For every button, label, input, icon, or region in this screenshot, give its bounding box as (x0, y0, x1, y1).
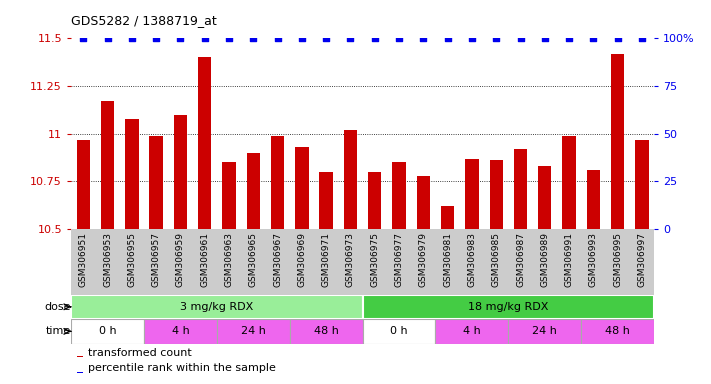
Bar (441, 206, 454, 229)
Bar (562, 136, 576, 229)
Bar (465, 159, 479, 229)
Point (175, 35, 186, 41)
Text: GSM306997: GSM306997 (638, 232, 646, 288)
Bar (271, 136, 284, 229)
Point (321, 35, 332, 41)
Text: 24 h: 24 h (533, 326, 557, 336)
Text: transformed count: transformed count (88, 348, 192, 358)
Bar (77, 356, 82, 358)
Text: GDS5282 / 1388719_at: GDS5282 / 1388719_at (71, 14, 217, 27)
Bar (508, 319, 581, 344)
Text: GSM306981: GSM306981 (443, 232, 452, 288)
Point (102, 35, 113, 41)
Text: GSM306983: GSM306983 (467, 232, 476, 288)
Text: 0 h: 0 h (99, 326, 117, 336)
Point (77, 35, 89, 41)
Text: GSM306953: GSM306953 (103, 232, 112, 288)
Bar (363, 319, 435, 344)
Point (588, 35, 599, 41)
Point (296, 35, 308, 41)
Text: GSM306973: GSM306973 (346, 232, 355, 288)
Bar (514, 149, 527, 229)
Point (636, 35, 648, 41)
Text: 3 mg/kg RDX: 3 mg/kg RDX (180, 302, 254, 312)
Text: dose: dose (44, 302, 70, 312)
Bar (587, 170, 600, 229)
Text: GSM306989: GSM306989 (540, 232, 550, 288)
Bar (611, 54, 624, 229)
Bar (363, 295, 654, 319)
Bar (392, 162, 406, 229)
Bar (77, 372, 82, 373)
Bar (290, 319, 363, 344)
Bar (173, 115, 187, 229)
Text: time: time (46, 326, 70, 336)
Text: GSM306961: GSM306961 (201, 232, 209, 288)
Bar (198, 58, 211, 229)
Bar (71, 319, 144, 344)
Bar (538, 166, 552, 229)
Point (563, 35, 574, 41)
Text: GSM306995: GSM306995 (613, 232, 622, 288)
Point (223, 35, 235, 41)
Point (369, 35, 380, 41)
Point (247, 35, 259, 41)
Point (393, 35, 405, 41)
Point (442, 35, 454, 41)
Text: GSM306951: GSM306951 (79, 232, 87, 288)
Point (612, 35, 624, 41)
Bar (417, 176, 430, 229)
Bar (344, 130, 357, 229)
Text: 48 h: 48 h (314, 326, 338, 336)
Text: GSM306969: GSM306969 (297, 232, 306, 288)
Bar (319, 172, 333, 229)
Text: 4 h: 4 h (171, 326, 189, 336)
Point (515, 35, 526, 41)
Bar (223, 162, 235, 229)
Text: 4 h: 4 h (463, 326, 481, 336)
Text: GSM306965: GSM306965 (249, 232, 258, 288)
Text: 0 h: 0 h (390, 326, 408, 336)
Bar (101, 101, 114, 229)
Text: GSM306963: GSM306963 (225, 232, 233, 288)
Text: 48 h: 48 h (605, 326, 630, 336)
Bar (435, 319, 508, 344)
Text: 24 h: 24 h (241, 326, 266, 336)
Text: GSM306967: GSM306967 (273, 232, 282, 288)
Point (466, 35, 478, 41)
Point (539, 35, 550, 41)
Bar (581, 319, 654, 344)
Bar (490, 161, 503, 229)
Text: GSM306993: GSM306993 (589, 232, 598, 288)
Bar (217, 319, 290, 344)
Text: GSM306987: GSM306987 (516, 232, 525, 288)
Text: GSM306985: GSM306985 (492, 232, 501, 288)
Text: GSM306957: GSM306957 (151, 232, 161, 288)
Bar (149, 136, 163, 229)
Point (151, 35, 162, 41)
Point (417, 35, 429, 41)
Text: GSM306975: GSM306975 (370, 232, 379, 288)
Bar (295, 147, 309, 229)
Bar (247, 153, 260, 229)
Text: GSM306991: GSM306991 (565, 232, 574, 288)
Point (199, 35, 210, 41)
Point (272, 35, 283, 41)
Bar (77, 139, 90, 229)
Bar (71, 295, 363, 319)
Text: GSM306955: GSM306955 (127, 232, 137, 288)
Point (126, 35, 137, 41)
Bar (368, 172, 381, 229)
Point (491, 35, 502, 41)
Text: GSM306959: GSM306959 (176, 232, 185, 288)
Text: GSM306977: GSM306977 (395, 232, 404, 288)
Bar (144, 319, 217, 344)
Bar (125, 119, 139, 229)
Bar (636, 139, 648, 229)
Point (345, 35, 356, 41)
Text: 18 mg/kg RDX: 18 mg/kg RDX (468, 302, 549, 312)
Text: GSM306979: GSM306979 (419, 232, 428, 288)
Text: percentile rank within the sample: percentile rank within the sample (88, 363, 277, 373)
Text: GSM306971: GSM306971 (321, 232, 331, 288)
